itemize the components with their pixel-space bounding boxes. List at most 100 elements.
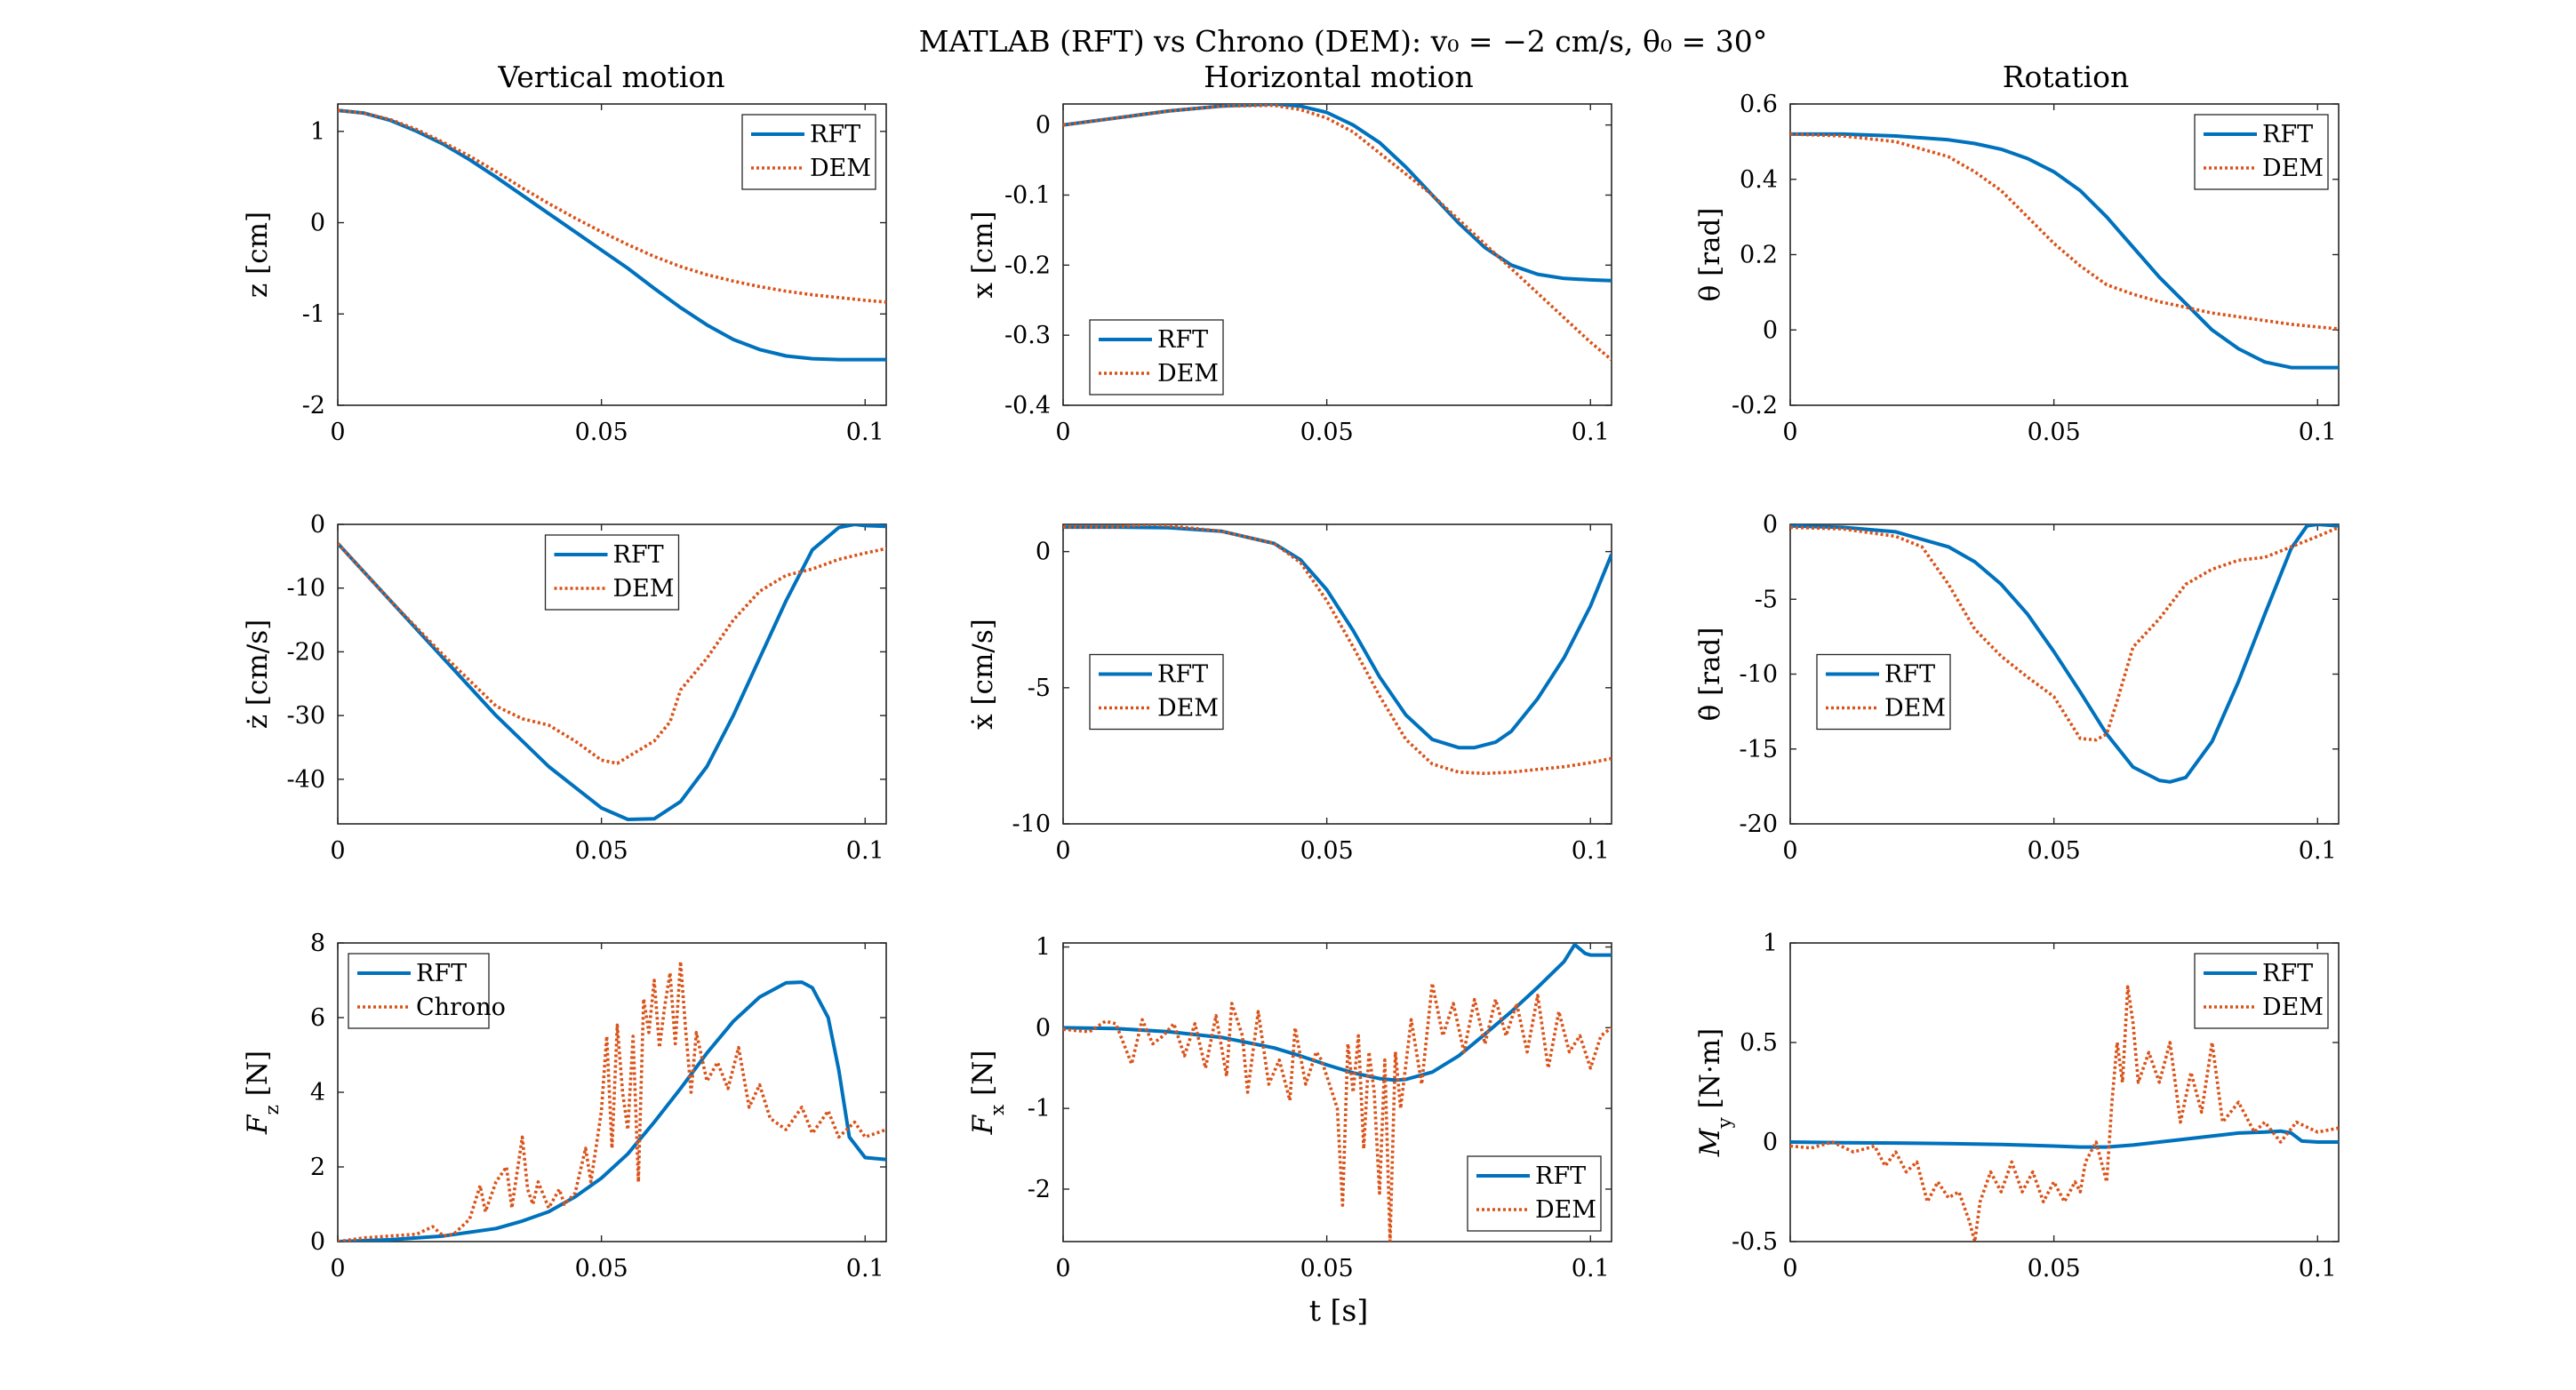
x-tick-label: 0.1 <box>2299 1255 2337 1282</box>
subplot-0-1: 0 0.05 0.1 -0.4 -0.3 -0.2 -0.1 0 x [cm] RFT DEM <box>967 103 1612 446</box>
y-tick-label: -0.2 <box>1732 392 1778 419</box>
legend: RFT DEM <box>544 534 680 611</box>
series-group <box>1790 524 2339 784</box>
column-title-vertical: Vertical motion <box>497 60 724 94</box>
series-line-rft <box>1790 524 2339 784</box>
series-line-rft <box>1063 943 1612 1082</box>
x-tick-label: 0 <box>1055 1255 1070 1282</box>
y-tick-label: 0 <box>1036 1014 1051 1042</box>
y-axis-label: x [cm] <box>967 211 999 298</box>
legend-label-rft: RFT <box>2262 960 2313 987</box>
y-tick-label: 4 <box>310 1079 325 1106</box>
series-line-dem <box>1063 524 1612 776</box>
x-tick-label: 0.05 <box>2028 419 2081 446</box>
legend-box <box>2194 953 2329 1029</box>
y-tick-label: -10 <box>1740 661 1778 689</box>
legend-box <box>1467 1155 1602 1232</box>
legend: RFT DEM <box>1816 653 1951 731</box>
y-tick-label: -20 <box>287 638 325 666</box>
y-tick-label: 0 <box>310 210 325 237</box>
legend: RFT DEM <box>1089 319 1224 395</box>
y-axis-label: θ̇ [rad] <box>1694 627 1726 722</box>
y-tick-label: 0 <box>1763 316 1778 344</box>
x-tick-label: 0.05 <box>1300 837 1354 865</box>
x-tick-label: 0.1 <box>2299 837 2337 865</box>
y-tick-label: -0.2 <box>1004 252 1051 279</box>
series-line-dem <box>1790 132 2339 331</box>
x-tick-label: 0.05 <box>575 837 628 865</box>
y-axis-label: ẋ [cm/s] <box>967 619 999 730</box>
y-tick-label: -30 <box>287 702 325 730</box>
y-tick-label: -10 <box>287 575 325 603</box>
y-tick-label: 0.2 <box>1740 242 1778 269</box>
y-axis-label: θ [rad] <box>1694 208 1726 302</box>
y-tick-label: -0.4 <box>1004 392 1051 419</box>
series-group <box>1790 985 2339 1242</box>
series-line-rft <box>338 108 886 362</box>
y-tick-label: -5 <box>1755 586 1778 613</box>
legend-label-chrono: Chrono <box>416 994 506 1021</box>
y-tick-label: 0 <box>1036 112 1051 140</box>
x-tick-label: 0 <box>1782 837 1797 865</box>
series-line-dem <box>1063 981 1612 1242</box>
y-tick-label: -10 <box>1012 811 1051 838</box>
legend-label-dem: DEM <box>1157 360 1219 387</box>
series-line-dem <box>1063 104 1612 362</box>
x-tick-label: 0.1 <box>846 837 884 865</box>
y-tick-label: -40 <box>287 766 325 794</box>
y-tick-label: -15 <box>1740 736 1778 763</box>
y-tick-label: -2 <box>1028 1176 1051 1203</box>
series-line-chrono <box>338 960 886 1242</box>
legend-box <box>741 114 876 190</box>
x-tick-label: 0 <box>330 419 345 446</box>
y-tick-label: 0 <box>310 1228 325 1256</box>
legend: RFT DEM <box>1467 1155 1602 1232</box>
y-tick-label: 2 <box>310 1154 325 1181</box>
series-line-dem <box>1790 525 2339 742</box>
series-line-dem <box>338 542 886 765</box>
y-tick-label: -20 <box>1740 811 1778 838</box>
legend-label-dem: DEM <box>810 155 871 182</box>
x-tick-label: 0.1 <box>846 1255 884 1282</box>
subplot-2-0: 0 0.05 0.1 0 2 4 6 8 Fz [N] RFT Chrono <box>242 930 887 1282</box>
legend-label-rft: RFT <box>613 541 664 569</box>
y-tick-label: 6 <box>310 1004 325 1032</box>
series-line-dem <box>338 108 886 304</box>
legend-box <box>544 534 680 611</box>
series-line-rft <box>1790 1129 2339 1149</box>
y-tick-label: 0 <box>1763 1129 1778 1156</box>
series-group <box>338 960 886 1242</box>
legend-label-rft: RFT <box>1157 661 1208 689</box>
x-tick-label: 0 <box>1782 1255 1797 1282</box>
legend: RFT DEM <box>2194 953 2329 1029</box>
legend-label-rft: RFT <box>1157 326 1208 354</box>
column-title-rotation: Rotation <box>2003 60 2130 94</box>
y-tick-label: 0 <box>1763 511 1778 539</box>
y-tick-label: -1 <box>1028 1095 1051 1122</box>
x-tick-label: 0 <box>1055 837 1070 865</box>
legend-label-rft: RFT <box>2262 121 2313 148</box>
x-tick-label: 0.1 <box>1572 837 1610 865</box>
x-tick-label: 0 <box>1782 419 1797 446</box>
y-tick-label: -5 <box>1028 675 1051 702</box>
y-tick-label: 0 <box>1036 539 1051 566</box>
legend-label-dem: DEM <box>613 575 675 603</box>
series-group <box>1063 104 1612 362</box>
x-tick-label: 0.1 <box>1572 419 1610 446</box>
y-tick-label: 0.5 <box>1740 1029 1778 1057</box>
legend-label-dem: DEM <box>1535 1196 1596 1224</box>
legend-box <box>1816 653 1951 731</box>
x-tick-label: 0.05 <box>2028 1255 2081 1282</box>
series-group <box>338 524 886 821</box>
series-line-dem <box>1790 985 2339 1242</box>
series-group <box>1790 132 2339 370</box>
legend: RFT Chrono <box>348 953 506 1029</box>
legend-label-rft: RFT <box>1884 661 1935 689</box>
y-tick-label: 0.6 <box>1740 91 1778 118</box>
series-line-rft <box>338 524 886 821</box>
y-tick-label: -1 <box>302 300 325 328</box>
